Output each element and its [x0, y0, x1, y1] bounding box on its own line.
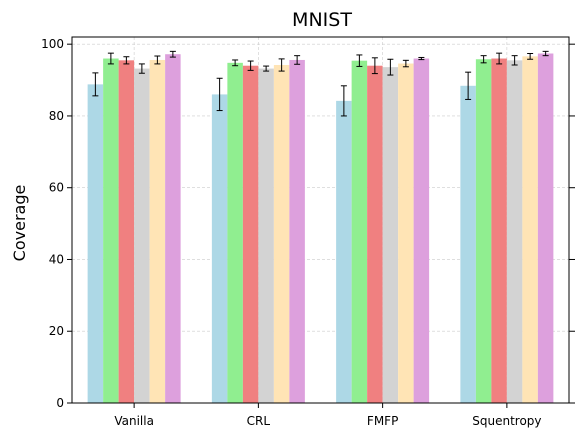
- bar: [460, 85, 476, 404]
- bar: [336, 100, 352, 403]
- bar: [475, 59, 492, 403]
- bar: [413, 58, 430, 403]
- x-tick-label: CRL: [247, 414, 271, 428]
- bar: [227, 62, 243, 403]
- bar: [258, 68, 274, 403]
- plot-frame: [71, 36, 570, 404]
- x-tick-label: FMFP: [367, 414, 398, 428]
- y-tick-label: 0: [56, 396, 64, 410]
- bar: [537, 53, 554, 403]
- axes: 0 20 40 60 80 100 Vanilla CRL FMFP Squentropy: [41, 36, 575, 428]
- bar: [398, 63, 414, 403]
- bar: [491, 58, 507, 403]
- bar: [351, 60, 368, 404]
- y-tick-label: 100: [41, 37, 64, 51]
- bar: [367, 65, 383, 404]
- y-tick-label: 60: [49, 181, 64, 195]
- bar: [87, 84, 104, 403]
- x-tick-label: Vanilla: [114, 414, 154, 428]
- bar: [165, 54, 181, 403]
- error-bars: [92, 50, 549, 117]
- y-tick-label: 20: [49, 324, 64, 338]
- bar: [242, 65, 259, 404]
- bar: [134, 68, 150, 403]
- bar: [149, 59, 166, 403]
- bar: [382, 67, 399, 403]
- x-tick-label: Squentropy: [472, 414, 541, 428]
- bar: [289, 59, 305, 403]
- chart-title: MNIST: [292, 9, 352, 31]
- bar: [522, 56, 538, 404]
- bar: [506, 60, 523, 404]
- bar: [103, 58, 119, 403]
- y-axis-label: Coverage: [10, 185, 29, 262]
- bar: [273, 64, 290, 404]
- bar: [211, 94, 228, 403]
- y-tick-label: 40: [49, 252, 64, 266]
- y-tick-label: 80: [49, 109, 64, 123]
- bar: [118, 60, 135, 404]
- bars: [87, 53, 554, 404]
